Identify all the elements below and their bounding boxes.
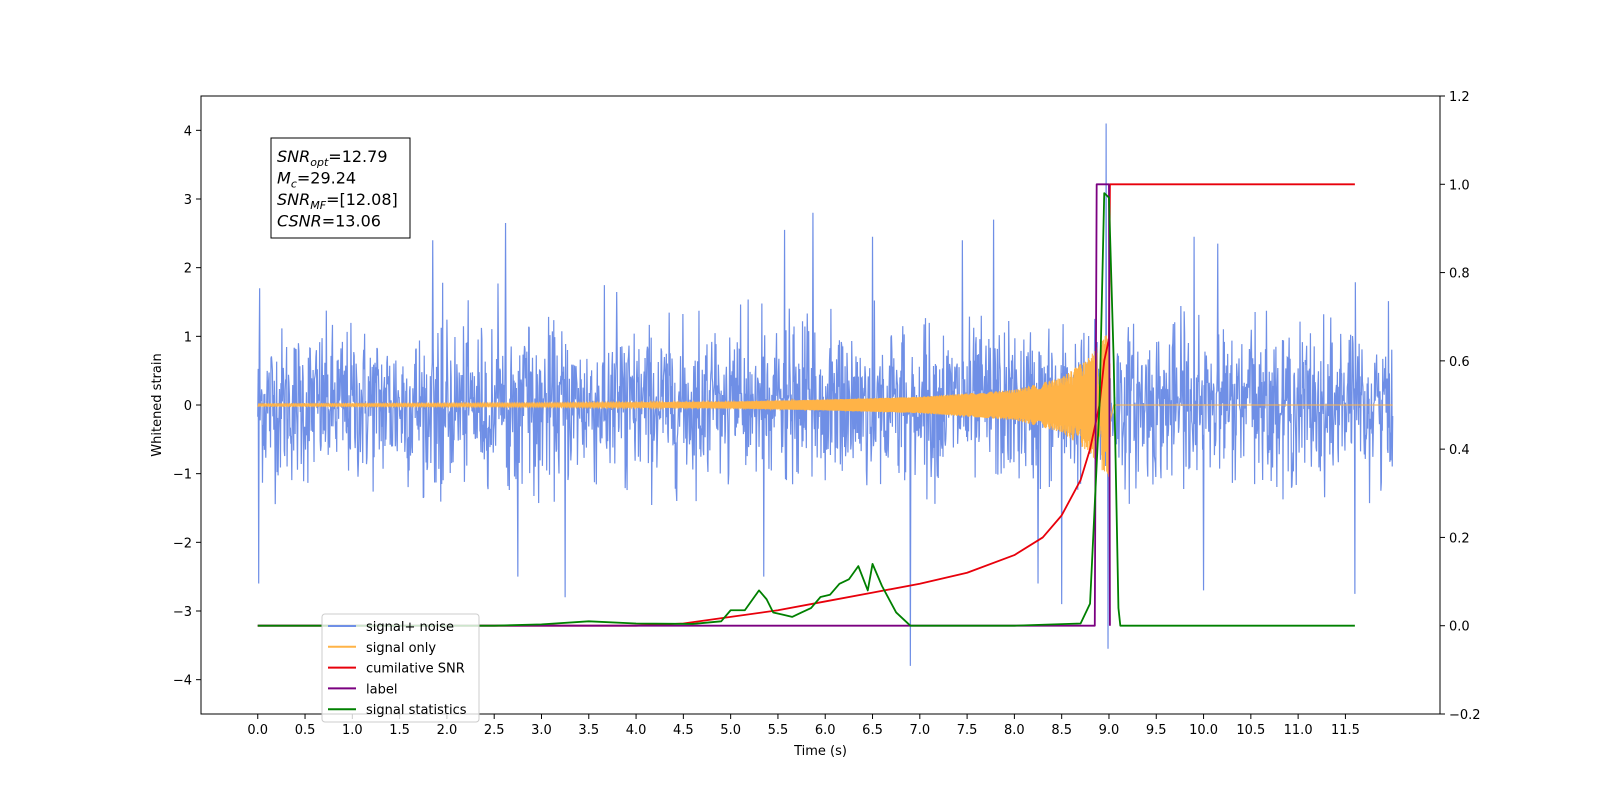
x-tick-label: 5.0 [720, 723, 741, 738]
annotation-line: SNRMF=[12.08] [277, 190, 398, 212]
y-right-tick-label: 0.6 [1449, 355, 1470, 370]
series-signal-statistics [257, 192, 1355, 627]
series-label [257, 183, 1111, 627]
legend-label: signal+ noise [366, 620, 454, 635]
y-left-tick-label: −2 [173, 536, 192, 551]
series-signal-noise [257, 123, 1394, 666]
legend-label: cumilative SNR [366, 662, 465, 677]
x-tick-label: 2.0 [437, 723, 458, 738]
y-right-tick-label: 1.0 [1449, 178, 1470, 193]
y-left-tick-label: −1 [173, 468, 192, 483]
x-tick-label: 6.0 [815, 723, 836, 738]
x-tick-label: 11.0 [1284, 723, 1313, 738]
x-tick-label: 11.5 [1331, 723, 1360, 738]
x-tick-label: 4.5 [673, 723, 694, 738]
legend-label: signal only [366, 641, 436, 656]
x-tick-label: 2.5 [484, 723, 505, 738]
x-tick-label: 0.5 [295, 723, 316, 738]
y-right-tick-label: 0.8 [1449, 267, 1470, 282]
x-tick-label: 0.0 [247, 723, 268, 738]
x-tick-label: 8.5 [1051, 723, 1072, 738]
x-tick-label: 7.5 [957, 723, 978, 738]
series-signal-only [257, 335, 1393, 477]
annotation-box: SNRopt=12.79Mc=29.24SNRMF=[12.08]CSNR=13… [270, 137, 411, 239]
legend: signal+ noise signal only cumilative SNR la… [321, 613, 480, 723]
x-tick-label: 6.5 [862, 723, 883, 738]
x-tick-label: 1.5 [389, 723, 410, 738]
y-left-tick-label: −4 [173, 674, 192, 689]
x-tick-label: 10.0 [1189, 723, 1218, 738]
y-left-tick-label: 3 [184, 193, 192, 208]
x-tick-label: 3.5 [578, 723, 599, 738]
y-left-tick-label: 1 [184, 330, 192, 345]
annotation-line: SNRopt=12.79 [277, 147, 388, 169]
series-cumilative-snr [257, 183, 1355, 627]
annotation-line: CSNR=13.06 [277, 212, 381, 231]
y-left-tick-label: 2 [184, 262, 192, 277]
y-left-tick-label: 4 [184, 124, 192, 139]
y-right-tick-label: −0.2 [1449, 708, 1481, 723]
y-right-tick-label: 0.2 [1449, 531, 1470, 546]
legend-label: label [366, 682, 397, 697]
x-tick-label: 7.0 [909, 723, 930, 738]
y-right-tick-label: 0.0 [1449, 620, 1470, 635]
x-tick-label: 3.0 [531, 723, 552, 738]
axes: 0.0 0.5 1.0 1.5 2.0 2.5 3.0 3.5 4.0 4.5 5.0 5.5 6.0 6… [173, 90, 1481, 738]
x-tick-label: 5.5 [768, 723, 789, 738]
x-tick-label: 1.0 [342, 723, 363, 738]
annotation-frame [270, 137, 411, 239]
y-left-tick-label: −3 [173, 605, 192, 620]
x-tick-label: 9.5 [1146, 723, 1167, 738]
annotation-line: Mc=29.24 [277, 169, 356, 191]
y-axis-label: Whitened strain [150, 353, 165, 456]
y-left-tick-label: 0 [184, 399, 192, 414]
x-axis-label: Time (s) [793, 744, 847, 759]
y-right-tick-label: 1.2 [1449, 90, 1470, 105]
x-tick-label: 8.0 [1004, 723, 1025, 738]
x-tick-label: 9.0 [1099, 723, 1120, 738]
y-right-tick-label: 0.4 [1449, 443, 1470, 458]
legend-frame [321, 613, 480, 723]
legend-label: signal statistics [366, 703, 467, 718]
x-tick-label: 4.0 [626, 723, 647, 738]
plot-area [257, 123, 1394, 666]
x-tick-label: 10.5 [1236, 723, 1265, 738]
